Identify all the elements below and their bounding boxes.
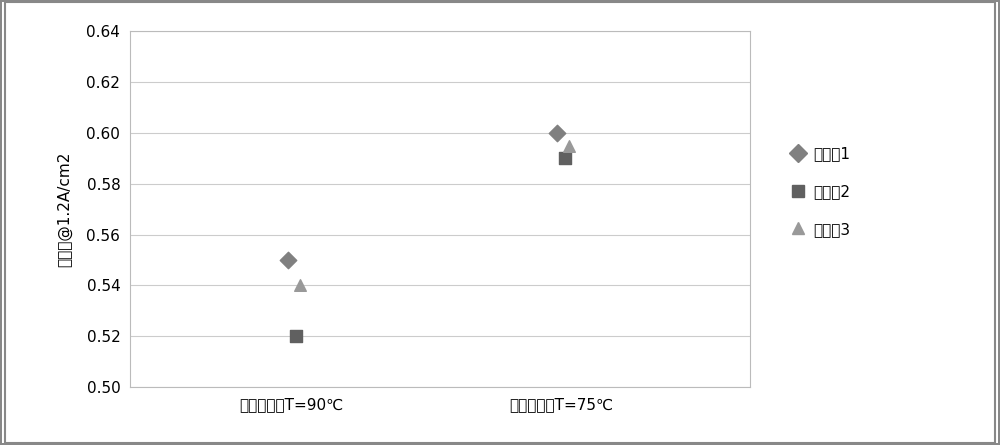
Legend: 实施例1, 实施例2, 实施例3: 实施例1, 实施例2, 实施例3	[782, 138, 858, 244]
实施例2	[557, 155, 573, 162]
Y-axis label: 电压値@1.2A/cm2: 电压値@1.2A/cm2	[57, 151, 73, 267]
实施例2	[288, 333, 304, 340]
实施例3	[292, 282, 308, 289]
实施例1	[549, 129, 565, 137]
实施例1	[280, 256, 296, 263]
实施例3	[561, 142, 577, 149]
